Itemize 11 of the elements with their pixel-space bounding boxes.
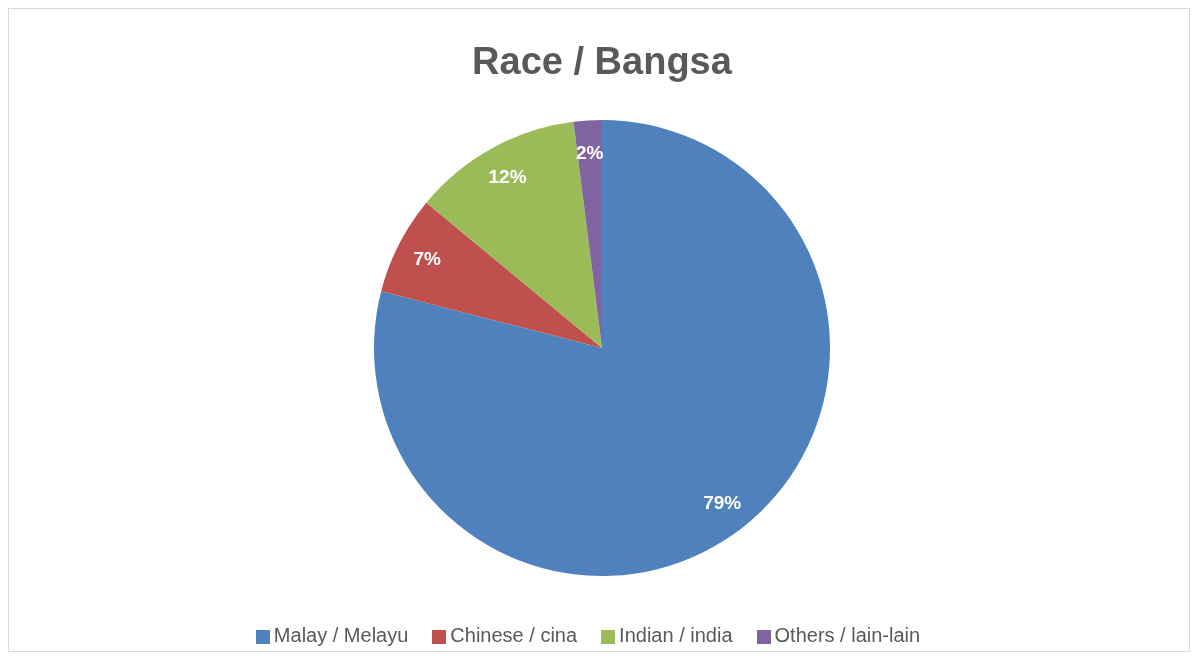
legend-label: Chinese / cina	[450, 624, 578, 646]
legend-label: Indian / india	[619, 624, 733, 646]
data-label: 12%	[488, 165, 527, 187]
data-label: 79%	[703, 492, 742, 514]
pie-slice	[381, 202, 602, 348]
legend-label: Others / lain-lain	[774, 624, 921, 646]
legend-label: Malay / Melayu	[273, 624, 409, 646]
data-label: 7%	[413, 248, 442, 270]
chart-title: Race / Bangsa	[472, 40, 733, 82]
data-label: 2%	[575, 141, 604, 163]
pie-slice	[374, 120, 830, 576]
